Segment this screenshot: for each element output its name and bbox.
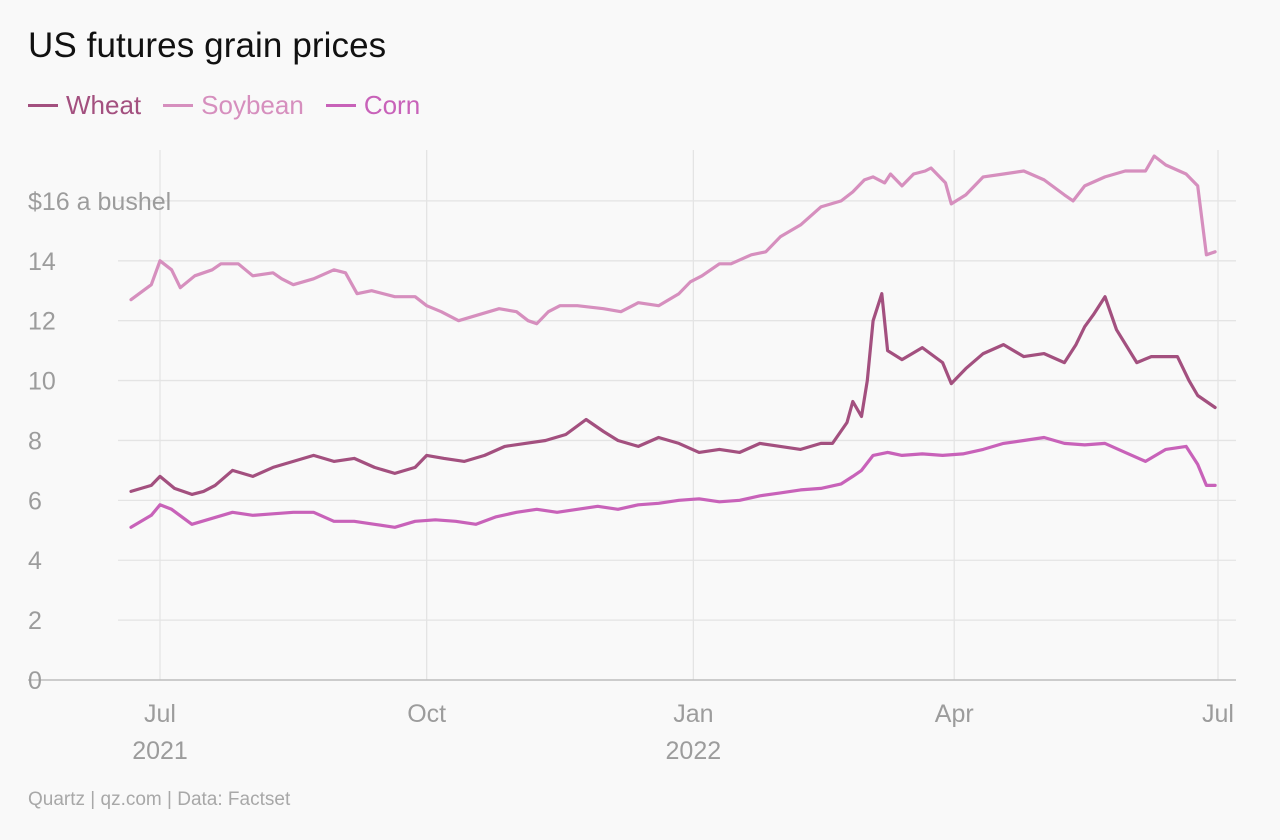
legend-item-corn: Corn [325,90,421,121]
x-tick-label: Apr [935,700,974,728]
legend-label-soybean: Soybean [201,90,304,120]
chart-title: US futures grain prices [28,26,387,65]
legend-swatch-soybean [163,104,194,107]
x-tick-label: Oct [407,700,446,728]
y-tick-label: 4 [28,547,42,575]
series-line-corn [129,435,1217,529]
y-tick-label: 14 [28,248,56,276]
y-tick-label: 6 [28,487,42,515]
x-tick-label: Jan [673,700,713,728]
x-tick-year-label: 2022 [666,737,722,765]
y-tick-label: 2 [28,607,42,635]
series-line-wheat [129,292,1217,496]
source-note: Quartz | qz.com | Data: Factset [28,789,291,810]
x-tick-label: Jul [144,700,176,728]
legend-label-wheat: Wheat [66,90,142,120]
series-line-soybean [129,154,1217,326]
x-tick-label: Jul [1202,700,1234,728]
series-layer [129,154,1217,529]
legend-item-wheat: Wheat [28,90,141,121]
y-tick-label: $16 a bushel [28,188,171,216]
label-layer: 0 2 4 6 8 10 12 14 $16 a bushel Jul 2021 Oct Jan 2022… [28,188,1234,765]
y-tick-label: 12 [28,308,56,336]
grid-layer [118,150,1236,680]
x-tick-year-label: 2021 [132,737,188,765]
legend-item-soybean: Soybean [163,90,304,121]
legend-label-corn: Corn [363,90,421,120]
chart-legend: Wheat Soybean Corn [28,90,442,121]
y-tick-label: 0 [28,667,42,695]
legend-swatch-wheat [28,104,58,107]
y-tick-label: 8 [28,427,42,455]
y-tick-label: 10 [28,368,56,396]
legend-swatch-corn [325,104,356,107]
